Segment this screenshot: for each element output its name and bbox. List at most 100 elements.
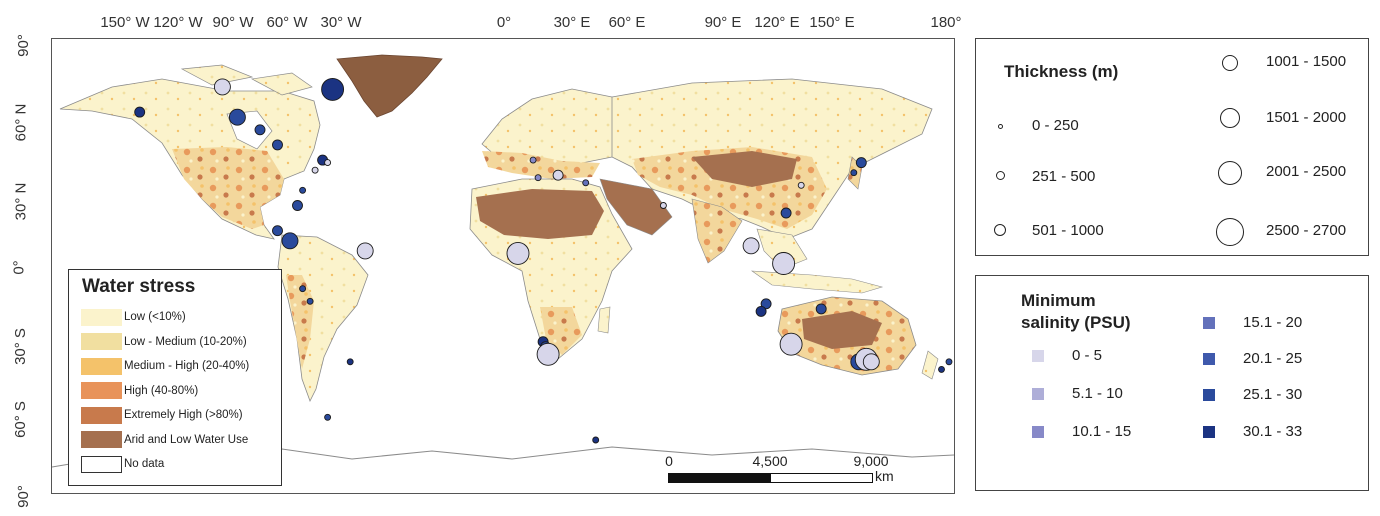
north-america-stress: [172, 147, 284, 229]
aquifer-site: [292, 200, 303, 211]
longitude-label: 60° W: [266, 14, 308, 31]
sahara: [476, 189, 604, 239]
thickness-circle: [1218, 161, 1242, 185]
latitude-label: 60° N: [12, 103, 30, 142]
thickness-circle: [997, 123, 1003, 129]
thickness-label: 1001 - 1500: [1266, 53, 1347, 70]
latitude-label: 30° N: [12, 182, 30, 221]
thickness-circle: [995, 170, 1005, 180]
longitude-label: 120° E: [754, 14, 800, 31]
salinity-swatch: [1203, 426, 1215, 438]
salinity-swatch: [1032, 350, 1044, 362]
salinity-swatch: [1203, 317, 1215, 329]
latitude-label: 90°: [14, 485, 32, 508]
aquifer-site: [134, 106, 146, 118]
aquifer-site: [506, 241, 530, 265]
salinity-legend: Minimum salinity (PSU) 0 - 5 5.1 - 10 10.1…: [975, 275, 1369, 491]
aquifer-site: [659, 202, 667, 209]
water-stress-item: Low - Medium (10-20%): [81, 333, 247, 351]
indonesia: [750, 270, 884, 294]
scale-tick-0: 0: [665, 453, 673, 469]
south-america: [277, 234, 369, 403]
water-stress-label: Extremely High (>80%): [124, 409, 243, 421]
water-stress-item: High (40-80%): [81, 382, 198, 400]
scale-tick-9000: 9,000: [853, 453, 889, 469]
aquifer-site: [945, 358, 953, 366]
water-stress-swatch: [81, 308, 122, 326]
aquifer-site: [592, 436, 600, 444]
aquifer-site: [815, 303, 827, 315]
water-stress-legend: Water stress Low (<10%) Low - Medium (10-…: [68, 269, 282, 486]
aquifer-site: [299, 285, 307, 293]
water-stress-swatch: [81, 357, 122, 375]
aquifer-site: [760, 298, 772, 310]
salinity-swatch: [1032, 426, 1044, 438]
aquifer-site: [552, 169, 564, 181]
aquifer-site: [772, 252, 796, 275]
water-stress-item: Arid and Low Water Use: [81, 431, 248, 449]
india: [691, 198, 743, 264]
new-zealand: [921, 350, 939, 380]
thickness-circle: [994, 224, 1006, 236]
aquifer-site: [321, 77, 345, 101]
thickness-label: 2001 - 2500: [1266, 163, 1347, 180]
aquifer-site: [529, 156, 537, 164]
aquifer-site: [780, 207, 792, 219]
latitude-label: 60° S: [11, 401, 29, 438]
thickness-label: 501 - 1000: [1032, 222, 1104, 239]
aquifer-site: [299, 186, 307, 194]
thickness-label: 0 - 250: [1032, 117, 1079, 134]
thickness-title: Thickness (m): [1004, 62, 1119, 81]
aquifer-site: [272, 139, 283, 151]
water-stress-item: Extremely High (>80%): [81, 406, 243, 424]
aquifer-site: [862, 353, 880, 371]
salinity-swatch: [1032, 388, 1044, 400]
water-stress-item: No data: [81, 455, 164, 473]
aquifer-site: [272, 225, 283, 237]
aquifer-site: [855, 157, 867, 169]
aquifer-site: [311, 166, 319, 174]
aquifer-site: [228, 108, 246, 126]
map-canvas: [52, 54, 954, 468]
thickness-label: 1501 - 2000: [1266, 109, 1347, 126]
salinity-title-line2: salinity (PSU): [1021, 313, 1131, 332]
aquifer-site: [779, 332, 803, 356]
thickness-legend: Thickness (m) 0 - 250 251 - 500 501 - 1000…: [975, 38, 1369, 256]
aquifer-site: [346, 358, 354, 366]
aquifer-site: [534, 174, 542, 182]
longitude-label: 90° E: [704, 14, 742, 31]
madagascar: [597, 306, 611, 334]
south-america-stress: [286, 275, 314, 369]
salinity-label: 20.1 - 25: [1243, 350, 1303, 367]
arctic-islands: [180, 64, 313, 96]
water-stress-swatch: [81, 406, 122, 424]
salinity-label: 15.1 - 20: [1243, 314, 1303, 331]
salinity-label: 10.1 - 15: [1072, 423, 1132, 440]
longitude-label: 180°: [930, 14, 962, 31]
aquifer-site: [306, 297, 314, 305]
water-stress-swatch: [81, 333, 122, 350]
aquifer-site: [356, 242, 374, 260]
latitude-label: 90°: [14, 34, 32, 57]
salinity-title-line1: Minimum: [1021, 291, 1096, 310]
longitude-label: 60° E: [608, 14, 646, 31]
aquifer-site: [324, 159, 332, 167]
aquifer-site: [938, 365, 945, 373]
salinity-swatch: [1203, 353, 1215, 365]
aquifer-site: [281, 232, 299, 250]
latitude-label: 30° S: [11, 328, 29, 365]
water-stress-label: No data: [124, 458, 165, 470]
water-stress-label: Low - Medium (10-20%): [124, 335, 247, 348]
arabia: [599, 178, 673, 236]
water-stress-label: Low (<10%): [124, 311, 186, 323]
aquifer-site: [582, 179, 590, 187]
aquifer-site: [254, 124, 266, 136]
europe-stress: [482, 151, 600, 179]
salinity-label: 5.1 - 10: [1072, 385, 1123, 402]
thickness-circle: [1220, 108, 1240, 128]
thickness-label: 2500 - 2700: [1266, 222, 1347, 239]
aquifer-site: [213, 78, 231, 96]
world-map: Water stress Low (<10%) Low - Medium (10-…: [51, 38, 955, 494]
salinity-label: 25.1 - 30: [1243, 386, 1303, 403]
salinity-label: 30.1 - 33: [1243, 423, 1303, 440]
